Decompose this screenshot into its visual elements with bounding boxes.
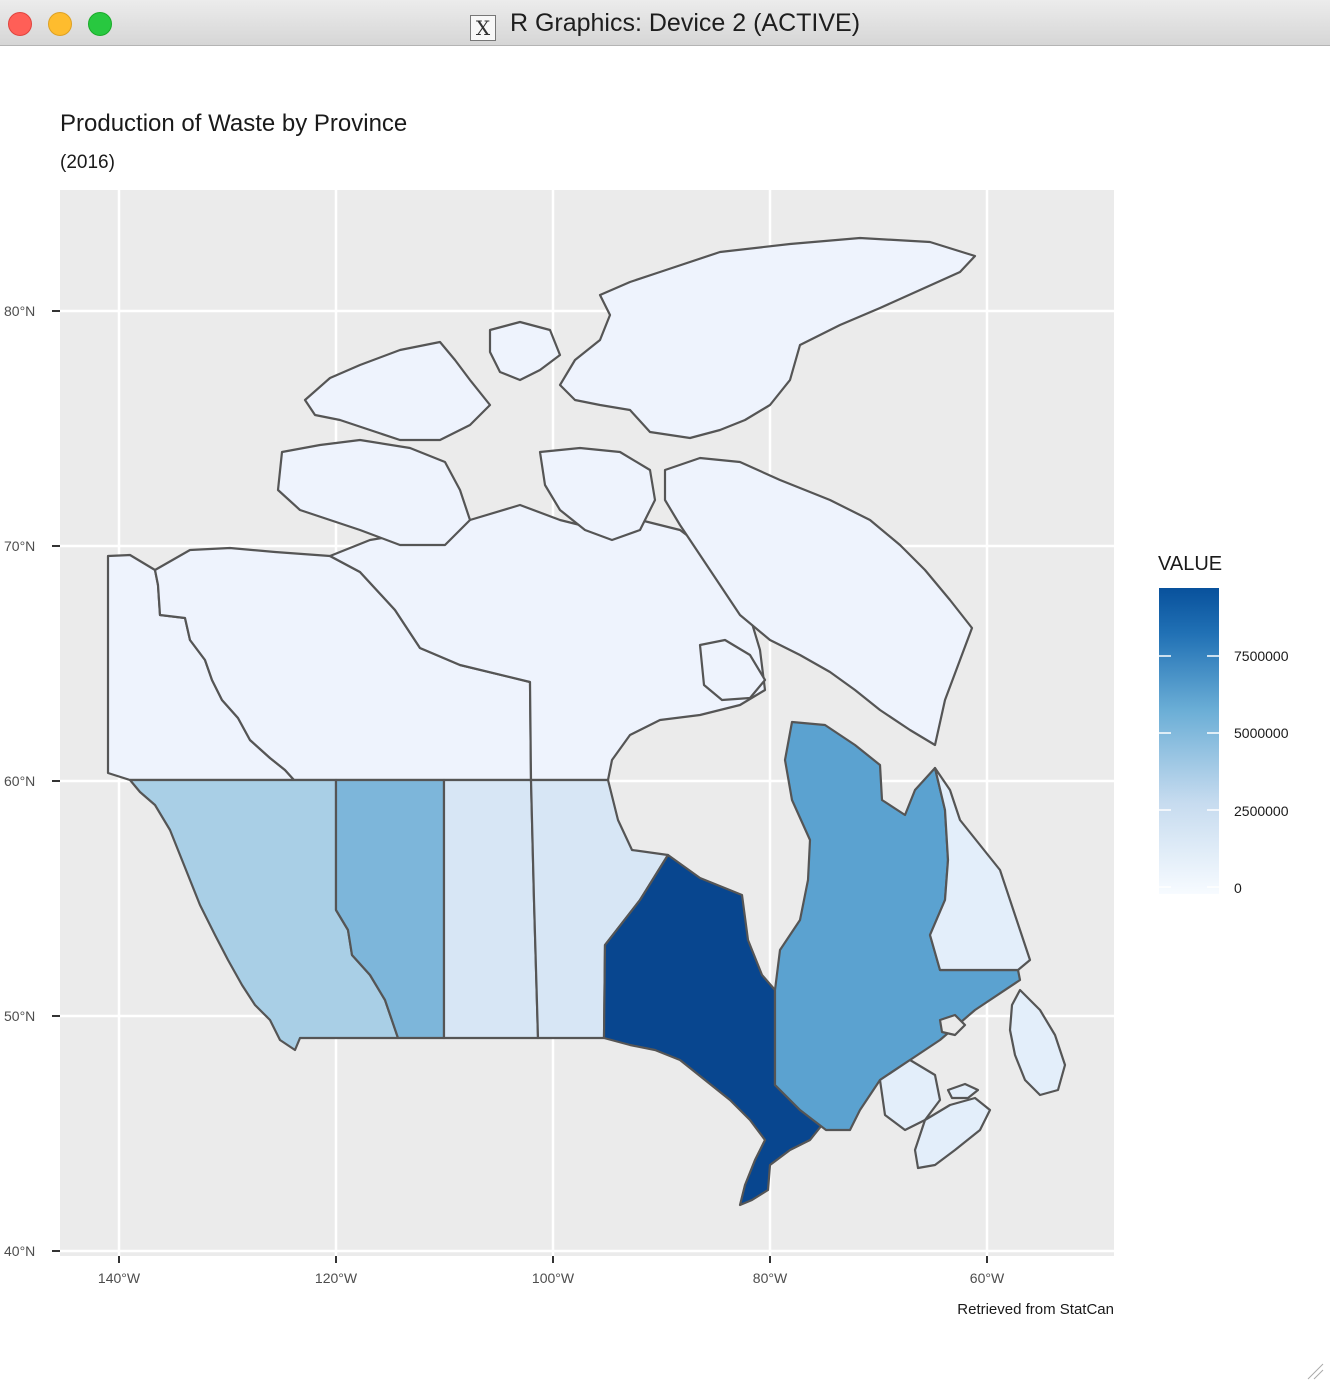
x-tick-label: 60°W [969, 1270, 1005, 1286]
window-title: X R Graphics: Device 2 (ACTIVE) [0, 9, 1330, 41]
x-axis-ticks [118, 1256, 988, 1263]
legend-label: 0 [1234, 880, 1242, 896]
x-tick-label: 140°W [97, 1270, 141, 1286]
close-button[interactable] [8, 12, 32, 36]
region-victoria-island[interactable] [276, 438, 472, 547]
region-nwt[interactable] [153, 546, 533, 782]
region-new-brunswick[interactable] [878, 1058, 942, 1132]
x-tick-label: 120°W [314, 1270, 358, 1286]
x11-icon: X [469, 15, 496, 41]
provinces [106, 236, 1067, 1207]
x-tick-label: 100°W [531, 1270, 575, 1286]
x-tick-label: 80°W [752, 1270, 788, 1286]
y-tick-label: 50°N [4, 1008, 36, 1024]
region-nunavut-islands-mid[interactable] [488, 320, 562, 382]
region-nunavut-mainland[interactable] [328, 503, 767, 782]
region-ontario[interactable] [602, 853, 828, 1207]
legend-label: 2500000 [1234, 803, 1289, 819]
plot-title: Production of Waste by Province [60, 110, 408, 137]
minimize-button[interactable] [48, 12, 72, 36]
plot-subtitle: (2016) [60, 152, 115, 173]
region-southampton-island[interactable] [698, 638, 767, 702]
legend-colorbar [1159, 588, 1219, 894]
region-prince-of-wales-island[interactable] [538, 446, 657, 542]
window-title-text: R Graphics: Device 2 (ACTIVE) [509, 9, 861, 37]
y-tick-label: 80°N [4, 303, 36, 319]
y-tick-label: 70°N [4, 538, 36, 554]
zoom-button[interactable] [88, 12, 112, 36]
region-nova-scotia[interactable] [913, 1096, 992, 1170]
y-axis-ticks [52, 310, 60, 1252]
plot-caption: Retrieved from StatCan [957, 1301, 1114, 1318]
region-baffin-island[interactable] [663, 456, 974, 747]
region-nunavut-islands-west[interactable] [303, 340, 492, 442]
resize-grip-icon[interactable] [1304, 1360, 1324, 1380]
region-labrador[interactable] [928, 766, 1032, 972]
region-pei[interactable] [946, 1082, 980, 1100]
region-newfoundland[interactable] [1008, 988, 1067, 1097]
window-titlebar: X R Graphics: Device 2 (ACTIVE) [0, 0, 1330, 46]
legend-label: 7500000 [1234, 648, 1289, 664]
region-nunavut-islands[interactable] [558, 236, 977, 440]
lake-quebec [938, 1013, 967, 1037]
y-tick-label: 40°N [4, 1243, 36, 1259]
legend-label: 5000000 [1234, 725, 1289, 741]
legend-title: VALUE [1158, 553, 1223, 575]
region-saskatchewan[interactable] [442, 778, 540, 1040]
y-tick-label: 60°N [4, 773, 36, 789]
